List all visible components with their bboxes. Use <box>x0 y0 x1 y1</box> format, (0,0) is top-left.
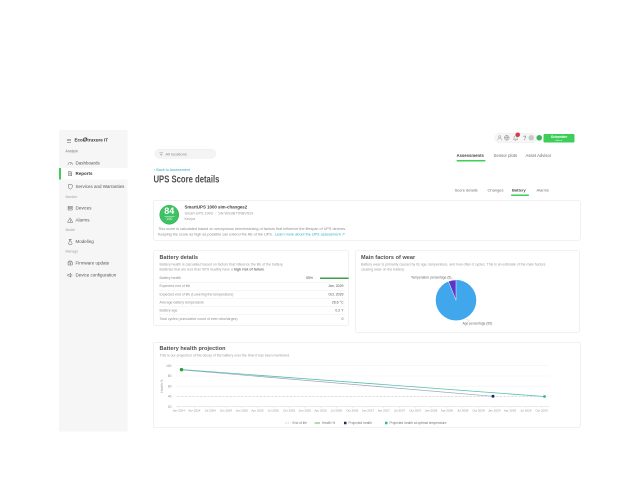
svg-text:20: 20 <box>168 405 172 409</box>
svg-text:Projected health: Projected health <box>349 421 373 425</box>
svg-text:Apr 2027: Apr 2027 <box>378 409 391 413</box>
svg-text:Jan 2025: Jan 2025 <box>236 409 249 413</box>
svg-text:End of life: End of life <box>293 421 308 425</box>
svg-text:Jan 2028: Jan 2028 <box>425 409 438 413</box>
svg-text:40: 40 <box>168 395 172 399</box>
svg-text:Jul 2028: Jul 2028 <box>457 409 469 413</box>
svg-text:Age percentage (95): Age percentage (95) <box>463 322 493 326</box>
svg-text:Oct 2025: Oct 2025 <box>283 409 296 413</box>
svg-text:Oct 2026: Oct 2026 <box>346 409 359 413</box>
svg-text:Temperature percentage (5): Temperature percentage (5) <box>411 276 451 280</box>
svg-text:Jan 2029: Jan 2029 <box>488 409 501 413</box>
svg-text:Oct 2024: Oct 2024 <box>220 409 233 413</box>
svg-text:Health %: Health % <box>322 421 335 425</box>
svg-text:Jan 2026: Jan 2026 <box>299 409 312 413</box>
svg-text:Apr 2029: Apr 2029 <box>504 409 517 413</box>
svg-text:Jul 2027: Jul 2027 <box>394 409 406 413</box>
svg-text:Oct 2028: Oct 2028 <box>472 409 485 413</box>
svg-text:100: 100 <box>166 364 172 368</box>
svg-text:Apr 2026: Apr 2026 <box>315 409 328 413</box>
svg-text:Jul 2029: Jul 2029 <box>520 409 532 413</box>
svg-text:80: 80 <box>168 374 172 378</box>
svg-text:Apr 2025: Apr 2025 <box>251 409 264 413</box>
svg-text:Oct 2027: Oct 2027 <box>409 409 422 413</box>
svg-text:Health %: Health % <box>160 379 164 392</box>
svg-text:Jul 2025: Jul 2025 <box>268 409 280 413</box>
svg-text:Apr 2028: Apr 2028 <box>441 409 454 413</box>
svg-text:Projected health at optimal te: Projected health at optimal temperature <box>390 421 447 425</box>
svg-text:Apr 2024: Apr 2024 <box>188 409 201 413</box>
svg-text:Jul 2024: Jul 2024 <box>204 409 216 413</box>
svg-text:Jul 2026: Jul 2026 <box>331 409 343 413</box>
svg-text:60: 60 <box>168 384 172 388</box>
svg-text:Jan 2024: Jan 2024 <box>172 409 185 413</box>
svg-text:Jan 2027: Jan 2027 <box>362 409 375 413</box>
svg-text:Oct 2029: Oct 2029 <box>535 409 548 413</box>
